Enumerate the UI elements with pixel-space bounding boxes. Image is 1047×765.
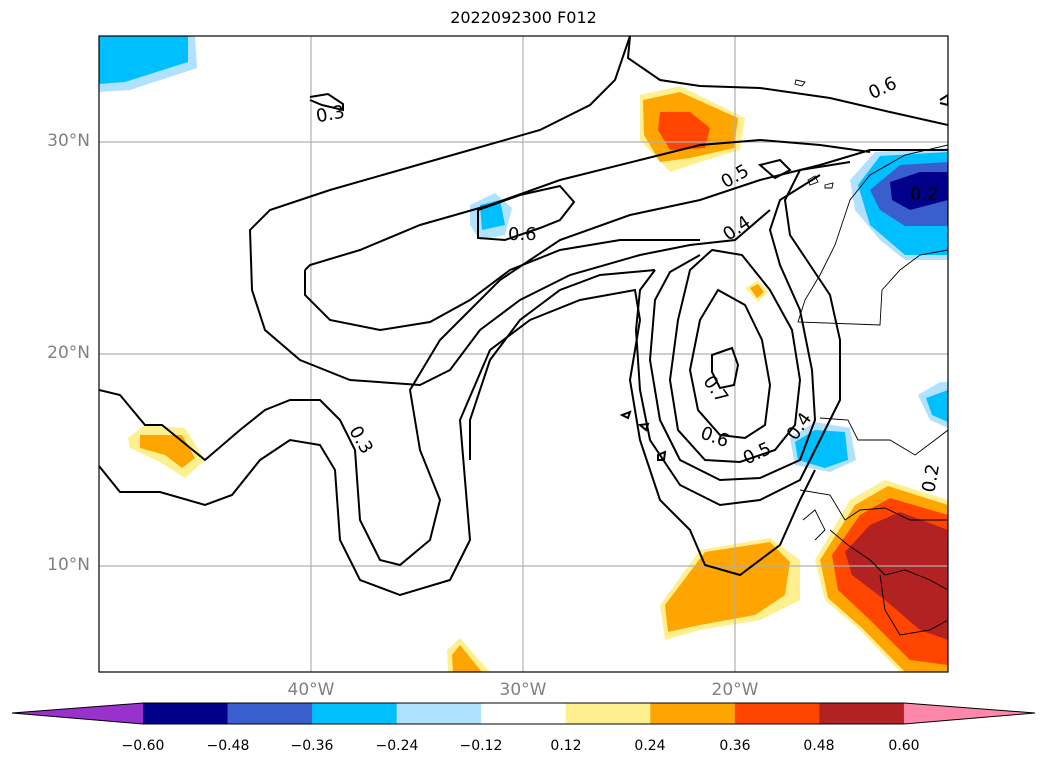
colorbar-outline: [11, 702, 1036, 725]
colorbar-segment: [227, 703, 313, 724]
shade-30n-red: [658, 112, 710, 150]
colorbar-segment: [312, 703, 398, 724]
colorbar-tick: −0.12: [459, 738, 503, 754]
contour-label: 0.5: [740, 438, 775, 469]
shade-w-orange: [140, 435, 195, 468]
lat-label-30n: 30°N: [47, 131, 90, 151]
colorbar-segment: [396, 703, 482, 724]
contour-label: 0.6: [508, 224, 537, 245]
lon-label-30w: 30°W: [499, 680, 547, 700]
contour-label: 0.6: [698, 423, 732, 453]
shade-e-blue-core: [926, 390, 948, 422]
shade-bottom-orange: [452, 645, 482, 672]
lat-label-10n: 10°N: [47, 555, 90, 575]
colorbar-tick: 0.12: [550, 738, 582, 754]
contour-label: 0.6: [865, 73, 900, 104]
colorbar-extend-max: [903, 703, 1035, 724]
contour-label: 0.5: [718, 160, 753, 193]
contour-label: 0.3: [314, 102, 346, 128]
colorbar-tick: −0.36: [290, 738, 334, 754]
colorbar-extend-min: [12, 703, 143, 724]
colorbar-tick: 0.36: [719, 738, 751, 754]
colorbar-tick: 0.48: [803, 738, 835, 754]
lon-label-40w: 40°W: [287, 680, 335, 700]
contour-label: 0.2: [910, 184, 939, 205]
shade-se-brick: [845, 512, 948, 640]
colorbar-tick: 0.24: [634, 738, 666, 754]
map-frame: [98, 35, 949, 673]
shade-ne-blue-navy: [890, 172, 948, 210]
lat-label-20n: 20°N: [47, 343, 90, 363]
contour-label: 0.2: [918, 462, 944, 494]
contour-lines: [99, 36, 948, 597]
colorbar-segment: [819, 703, 905, 724]
colorbar-segment: [143, 703, 229, 724]
filled-anomalies: [99, 36, 948, 672]
colorbar-segment: [565, 703, 651, 724]
colorbar-tick: −0.24: [375, 738, 419, 754]
shade-s-orange: [665, 542, 790, 632]
colorbar-tick: −0.60: [121, 738, 165, 754]
contour-label: 0.3: [344, 422, 377, 457]
colorbar-segment: [650, 703, 736, 724]
colorbar-tick: 0.60: [888, 738, 920, 754]
map-figure: 0.3 0.6 0.5 0.4 0.6 0.7 0.6 0.5 0.4 0.3 …: [98, 35, 949, 673]
map-title: 2022092300 F012: [450, 8, 597, 27]
colorbar-segment: [481, 703, 567, 724]
lon-label-20w: 20°W: [711, 680, 759, 700]
coastlines: [794, 79, 948, 636]
colorbar-segment: [734, 703, 820, 724]
contour-label: 0.7: [699, 372, 733, 408]
shade-nw-blue-core: [99, 36, 188, 84]
colorbar-tick: −0.48: [206, 738, 250, 754]
shade-23n-orange: [750, 284, 764, 298]
colorbar: [11, 702, 1036, 725]
